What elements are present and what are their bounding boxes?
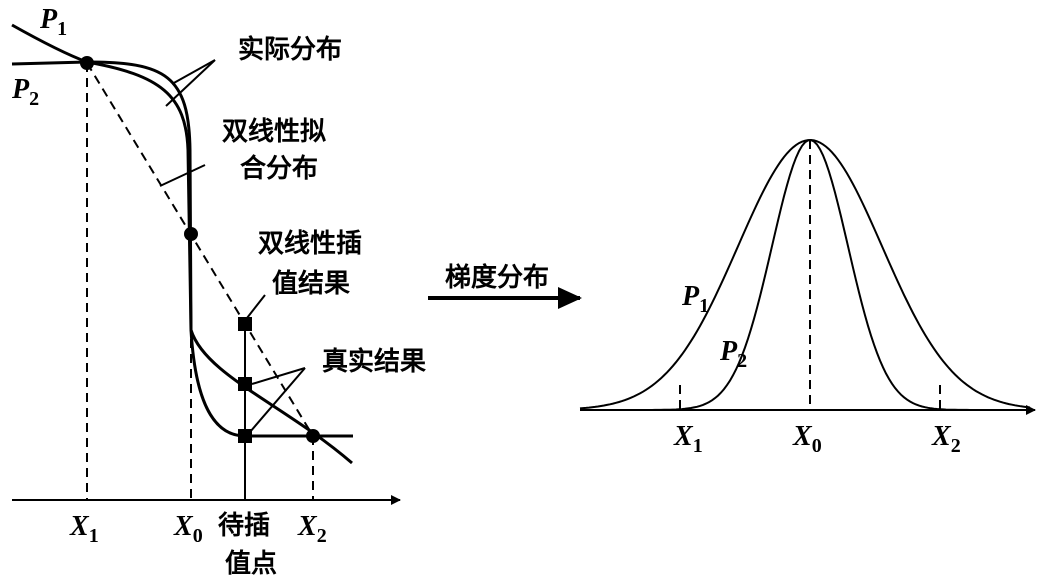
square — [238, 317, 252, 331]
point — [306, 429, 320, 443]
annotation: 实际分布 — [238, 34, 342, 65]
subscript: 2 — [29, 88, 39, 110]
symbol: P — [11, 74, 30, 105]
leader — [251, 367, 306, 385]
symbol-label: X0 — [173, 511, 203, 547]
symbol-label: P2 — [719, 336, 747, 372]
symbol: X — [69, 511, 90, 542]
annotation: 双线性插 — [258, 229, 362, 259]
symbol-label: X1 — [69, 511, 99, 547]
annotation: 值结果 — [272, 269, 350, 299]
leader — [246, 294, 266, 319]
leader — [171, 59, 216, 85]
square — [238, 377, 252, 391]
symbol-label: P1 — [681, 281, 709, 317]
curve-p2 — [11, 60, 353, 438]
curve-p1 — [11, 23, 353, 465]
symbol: X — [792, 421, 813, 452]
annotation: 值点 — [225, 548, 277, 579]
subscript: 2 — [317, 525, 327, 547]
symbol: X — [173, 511, 194, 542]
point — [184, 227, 198, 241]
subscript: 1 — [699, 295, 709, 317]
symbol: X — [673, 421, 694, 452]
leader — [165, 59, 216, 107]
annotation: 待插 — [218, 511, 270, 541]
leader — [249, 367, 306, 433]
annotation: 合分布 — [240, 153, 318, 184]
symbol: X — [931, 421, 952, 452]
curve-p1 — [579, 138, 1031, 410]
symbol-label: X0 — [792, 421, 822, 457]
symbol-label: P2 — [11, 74, 39, 110]
subscript: 2 — [951, 435, 961, 457]
subscript: 0 — [812, 435, 822, 457]
curve-p2 — [580, 139, 1030, 411]
arrow-label: 梯度分布 — [445, 262, 549, 293]
symbol-label: X2 — [297, 511, 327, 547]
symbol: P — [719, 336, 738, 367]
symbol-label: X2 — [931, 421, 961, 457]
point — [80, 56, 94, 70]
annotation: 双线性拟 — [222, 117, 326, 147]
symbol: P — [681, 281, 700, 312]
subscript: 1 — [693, 435, 703, 457]
subscript: 0 — [193, 525, 203, 547]
symbol: P — [39, 4, 58, 35]
leader — [159, 164, 206, 187]
symbol-label: P1 — [39, 4, 67, 40]
subscript: 1 — [89, 525, 99, 547]
fit-line — [86, 62, 314, 437]
subscript: 2 — [737, 350, 747, 372]
annotation: 真实结果 — [322, 346, 426, 377]
subscript: 1 — [57, 18, 67, 40]
square — [238, 429, 252, 443]
symbol-label: X1 — [673, 421, 703, 457]
symbol: X — [297, 511, 318, 542]
